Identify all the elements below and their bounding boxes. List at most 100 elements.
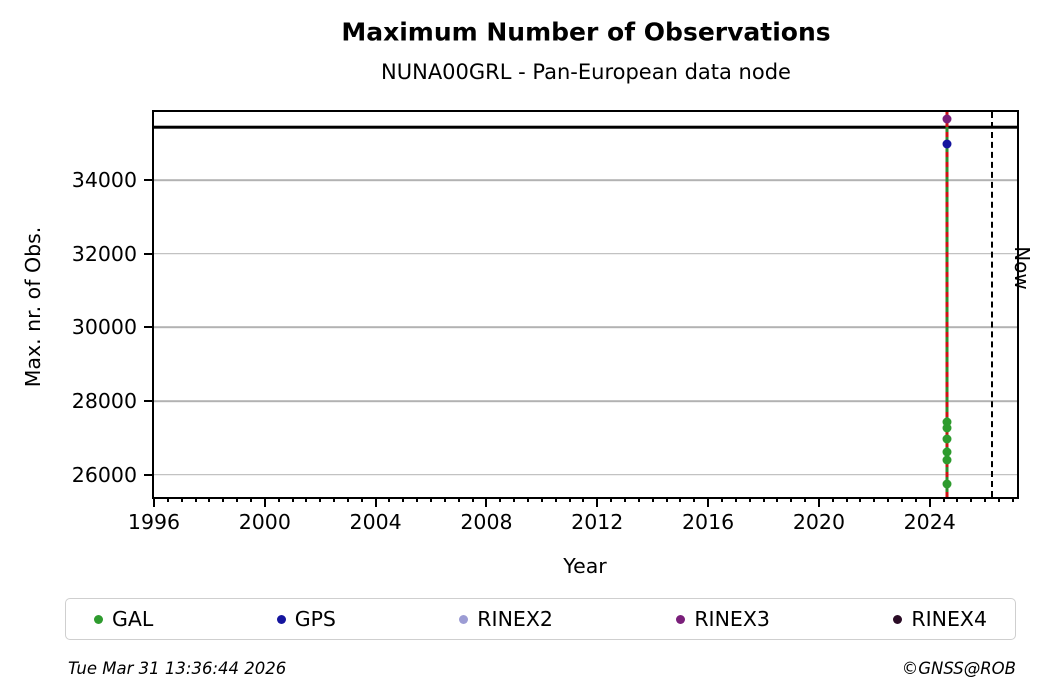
x-minor-tick — [997, 497, 1000, 502]
x-minor-tick — [942, 497, 945, 502]
x-minor-tick — [887, 497, 890, 502]
x-major-tick — [596, 497, 599, 507]
legend-marker-rinex2-icon — [459, 614, 469, 624]
x-major-tick — [485, 497, 488, 507]
x-tick-label: 2000 — [238, 510, 291, 534]
legend-item-rinex4: RINEX4 — [893, 607, 987, 631]
x-minor-tick — [582, 497, 585, 502]
x-minor-tick — [804, 497, 807, 502]
point-rinex3 — [942, 114, 952, 124]
y-gridline — [154, 179, 1017, 181]
x-tick-label: 2024 — [903, 510, 956, 534]
x-minor-tick — [499, 497, 502, 502]
y-major-tick — [144, 473, 154, 476]
legend-item-rinex2: RINEX2 — [459, 607, 553, 631]
legend-label-rinex3: RINEX3 — [694, 607, 770, 631]
x-major-tick — [817, 497, 820, 507]
x-minor-tick — [180, 497, 183, 502]
x-tick-label: 1996 — [127, 510, 181, 534]
x-major-tick — [374, 497, 377, 507]
y-tick-label: 28000 — [71, 389, 137, 414]
x-tick-label: 2012 — [571, 510, 624, 534]
legend-marker-gps-icon — [276, 614, 286, 624]
legend-label-rinex4: RINEX4 — [911, 607, 987, 631]
x-minor-tick — [776, 497, 779, 502]
x-minor-tick — [166, 497, 169, 502]
x-tick-label: 2020 — [792, 510, 845, 534]
x-major-tick — [707, 497, 710, 507]
legend-label-gps: GPS — [294, 607, 336, 631]
x-minor-tick — [402, 497, 405, 502]
legend-item-rinex3: RINEX3 — [676, 607, 770, 631]
x-minor-tick — [291, 497, 294, 502]
now-line — [991, 112, 994, 497]
x-minor-tick — [762, 497, 765, 502]
x-minor-tick — [236, 497, 239, 502]
y-tick-label: 32000 — [71, 241, 137, 266]
x-minor-tick — [305, 497, 308, 502]
legend: GAL GPS RINEX2 RINEX3 RINEX4 — [65, 598, 1016, 640]
x-minor-tick — [651, 497, 654, 502]
max-level-line — [154, 125, 1017, 129]
x-major-tick — [263, 497, 266, 507]
x-tick-label: 2008 — [460, 510, 513, 534]
x-minor-tick — [665, 497, 668, 502]
y-tick-label: 34000 — [71, 168, 137, 192]
y-major-tick — [144, 326, 154, 329]
copyright-credit: ©GNSS@ROB — [901, 659, 1016, 678]
x-minor-tick — [984, 497, 987, 502]
x-minor-tick — [610, 497, 613, 502]
y-gridline — [154, 474, 1017, 476]
x-minor-tick — [443, 497, 446, 502]
x-minor-tick — [734, 497, 737, 502]
x-minor-tick — [319, 497, 322, 502]
point-gal — [942, 434, 952, 444]
x-major-tick — [153, 497, 155, 507]
now-label: Now — [1010, 246, 1035, 290]
legend-marker-rinex4-icon — [893, 614, 903, 624]
x-minor-tick — [430, 497, 433, 502]
x-minor-tick — [416, 497, 419, 502]
legend-item-gps: GPS — [276, 607, 336, 631]
x-minor-tick — [790, 497, 793, 502]
x-minor-tick — [956, 497, 959, 502]
x-minor-tick — [693, 497, 696, 502]
y-tick-label: 26000 — [71, 462, 137, 487]
x-major-tick — [928, 497, 931, 507]
x-minor-tick — [720, 497, 723, 502]
x-minor-tick — [554, 497, 557, 502]
x-minor-tick — [970, 497, 973, 502]
x-minor-tick — [527, 497, 529, 502]
x-minor-tick — [208, 497, 211, 502]
x-axis-label: Year — [563, 554, 607, 578]
point-gal — [942, 417, 952, 427]
x-minor-tick — [568, 497, 571, 502]
plot-timestamp: Tue Mar 31 13:36:44 2026 — [68, 659, 287, 678]
legend-label-gal: GAL — [112, 607, 154, 631]
legend-marker-rinex3-icon — [676, 614, 686, 624]
plot-area: 26000 28000 30000 32000 34000 1996 2000 2004 200… — [72, 110, 1034, 534]
y-gridline — [154, 326, 1017, 329]
point-gal — [942, 479, 952, 489]
x-minor-tick — [845, 497, 848, 502]
legend-label-rinex2: RINEX2 — [477, 607, 553, 631]
y-axis-label: Max. nr. of Obs. — [21, 226, 45, 388]
x-minor-tick — [333, 497, 336, 502]
y-major-tick — [144, 252, 154, 255]
legend-marker-gal-icon — [94, 614, 103, 624]
x-minor-tick — [623, 497, 626, 502]
x-minor-tick — [637, 497, 640, 502]
y-gridline — [154, 252, 1017, 255]
y-major-tick — [144, 179, 154, 181]
data-event-line — [945, 112, 949, 497]
y-major-tick — [144, 400, 154, 403]
x-minor-tick — [513, 497, 516, 502]
x-minor-tick — [914, 497, 917, 502]
x-minor-tick — [222, 497, 225, 502]
x-minor-tick — [194, 497, 197, 502]
chart-title: Maximum Number of Observations — [341, 17, 831, 47]
x-tick-label: 2016 — [681, 510, 735, 534]
x-minor-tick — [471, 497, 474, 502]
x-minor-tick — [346, 497, 349, 502]
